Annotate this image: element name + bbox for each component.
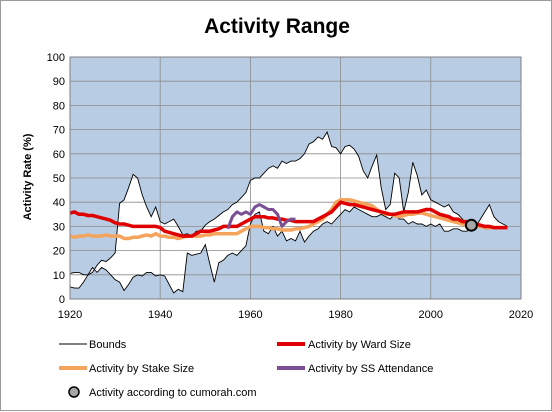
x-tick-label-1960: 1960 <box>238 309 262 321</box>
y-tick-label-10: 10 <box>53 270 65 282</box>
y-tick-label-100: 100 <box>47 52 65 64</box>
y-axis-title: Activity Rate (%) <box>22 133 34 220</box>
legend-label-cumorah: Activity according to cumorah.com <box>89 387 257 399</box>
y-tick-label-60: 60 <box>53 149 65 161</box>
y-tick-label-70: 70 <box>53 125 65 137</box>
y-tick-label-80: 80 <box>53 100 65 112</box>
x-tick-label-2020: 2020 <box>509 309 533 321</box>
y-tick-label-50: 50 <box>53 173 65 185</box>
chart-title: Activity Range <box>204 15 350 38</box>
y-tick-label-0: 0 <box>59 294 65 306</box>
plot-border <box>69 56 522 300</box>
legend: Bounds Activity by Ward Size Activity by… <box>59 339 433 399</box>
cumorah-data-point <box>464 218 478 232</box>
x-tick-label-1980: 1980 <box>328 309 352 321</box>
x-axis-ticks: 1920 1940 1960 1980 2000 2020 <box>58 309 533 321</box>
legend-label-ss: Activity by SS Attendance <box>308 363 433 375</box>
plot-area <box>69 56 522 300</box>
bounds-upper-line <box>69 130 508 276</box>
legend-label-stake: Activity by Stake Size <box>89 363 194 375</box>
y-tick-label-20: 20 <box>53 246 65 258</box>
bounds-range-fill <box>70 132 508 293</box>
x-tick-label-1940: 1940 <box>148 309 172 321</box>
y-axis-ticks: 0 10 20 30 40 50 60 70 80 90 100 <box>47 52 65 306</box>
x-tick-label-2000: 2000 <box>419 309 443 321</box>
y-tick-label-30: 30 <box>53 221 65 233</box>
legend-label-ward: Activity by Ward Size <box>308 339 411 351</box>
y-tick-label-90: 90 <box>53 76 65 88</box>
legend-label-bounds: Bounds <box>89 339 127 351</box>
x-tick-label-1920: 1920 <box>58 309 82 321</box>
series-line-ss-attendance <box>226 203 296 230</box>
series-line-stake-size <box>69 198 508 241</box>
legend-swatch-cumorah <box>68 386 80 398</box>
bounds-lower-line <box>69 206 508 294</box>
y-tick-label-40: 40 <box>53 197 65 209</box>
